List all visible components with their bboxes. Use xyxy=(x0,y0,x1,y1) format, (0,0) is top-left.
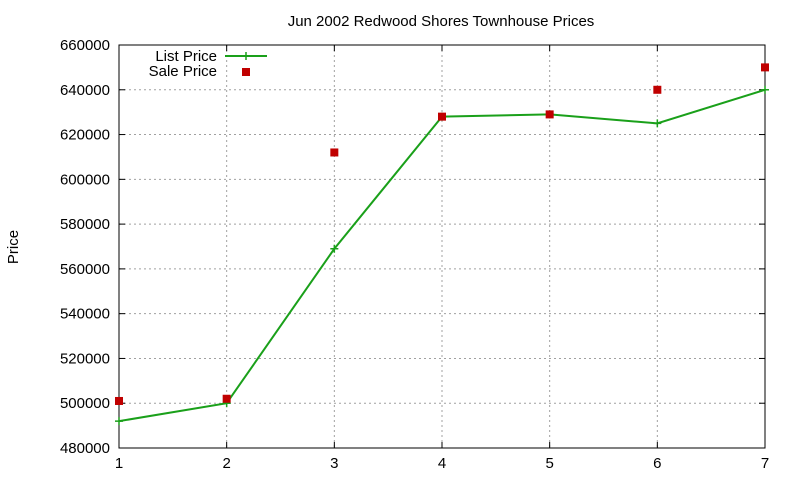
x-tick-label: 6 xyxy=(653,455,661,472)
legend-marker-sale-price xyxy=(242,68,250,76)
y-tick-label: 540000 xyxy=(60,306,110,323)
x-tick-label: 1 xyxy=(115,455,123,472)
list-price-point xyxy=(653,119,662,128)
y-tick-label: 480000 xyxy=(60,440,110,457)
list-price-point xyxy=(115,417,123,426)
legend-label-sale-price: Sale Price xyxy=(149,63,217,80)
y-tick-label: 620000 xyxy=(60,127,110,144)
chart-title: Jun 2002 Redwood Shores Townhouse Prices xyxy=(288,13,595,30)
sale-price-point xyxy=(545,110,554,119)
sale-price-point xyxy=(653,85,662,94)
y-tick-label: 520000 xyxy=(60,350,110,367)
legend-label-list-price: List Price xyxy=(155,48,217,65)
legend: List Price Sale Price xyxy=(149,48,267,80)
y-tick-label: 660000 xyxy=(60,37,110,54)
series-layer xyxy=(115,63,769,426)
axis-ticks xyxy=(118,44,766,449)
y-tick-label: 640000 xyxy=(60,82,110,99)
x-tick-label: 4 xyxy=(438,455,446,472)
y-tick-label: 560000 xyxy=(60,261,110,278)
sale-price-point xyxy=(761,63,769,72)
y-tick-label: 500000 xyxy=(60,395,110,412)
y-axis-label: Price xyxy=(5,230,22,264)
x-tick-label: 2 xyxy=(222,455,230,472)
sale-price-point xyxy=(438,112,446,121)
sale-price-point xyxy=(222,394,231,403)
x-tick-label: 5 xyxy=(545,455,553,472)
x-tick-labels: 1 2 3 4 5 6 7 xyxy=(115,455,769,472)
y-tick-labels: 480000 500000 520000 540000 560000 580000 6000… xyxy=(60,37,110,457)
list-price-point xyxy=(330,244,339,253)
legend-marker-list-price xyxy=(242,52,250,60)
sale-price-point xyxy=(115,396,123,405)
grid xyxy=(119,45,765,448)
x-tick-label: 3 xyxy=(330,455,338,472)
list-price-point xyxy=(761,85,769,94)
sale-price-point xyxy=(330,148,339,157)
y-tick-label: 600000 xyxy=(60,171,110,188)
x-tick-label: 7 xyxy=(761,455,769,472)
y-tick-label: 580000 xyxy=(60,216,110,233)
